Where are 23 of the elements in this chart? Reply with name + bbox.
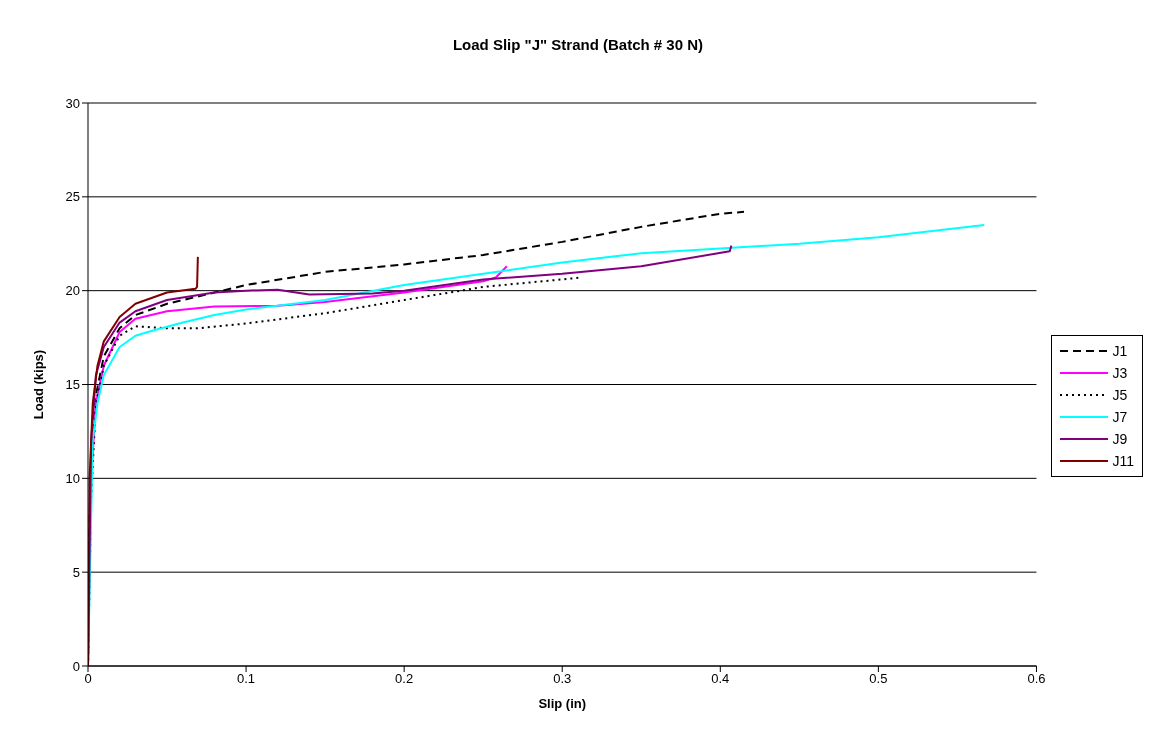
legend-label: J9: [1112, 431, 1128, 447]
x-tick-label: 0.2: [395, 671, 414, 687]
y-tick-label: 5: [72, 564, 80, 580]
chart-title: Load Slip "J" Strand (Batch # 30 N): [451, 35, 705, 55]
y-axis-title: Load (kips): [30, 349, 46, 420]
legend-label: J1: [1112, 343, 1128, 359]
y-tick-label: 25: [65, 189, 80, 205]
x-tick-label: 0.1: [237, 671, 256, 687]
x-tick-label: 0.4: [711, 671, 730, 687]
y-tick-label: 15: [65, 377, 80, 393]
x-tick-label: 0: [84, 671, 92, 687]
legend-label: J3: [1112, 365, 1128, 381]
x-tick-label: 0.6: [1027, 671, 1046, 687]
y-tick-label: 20: [65, 283, 80, 299]
legend-label: J5: [1112, 387, 1128, 403]
x-axis-title: Slip (in): [538, 696, 587, 711]
x-tick-label: 0.3: [553, 671, 572, 687]
y-tick-label: 30: [65, 95, 80, 111]
legend-label: J11: [1112, 453, 1134, 469]
x-tick-label: 0.5: [869, 671, 888, 687]
y-tick-label: 0: [72, 658, 80, 674]
y-tick-label: 10: [65, 470, 80, 486]
legend-label: J7: [1112, 409, 1128, 425]
